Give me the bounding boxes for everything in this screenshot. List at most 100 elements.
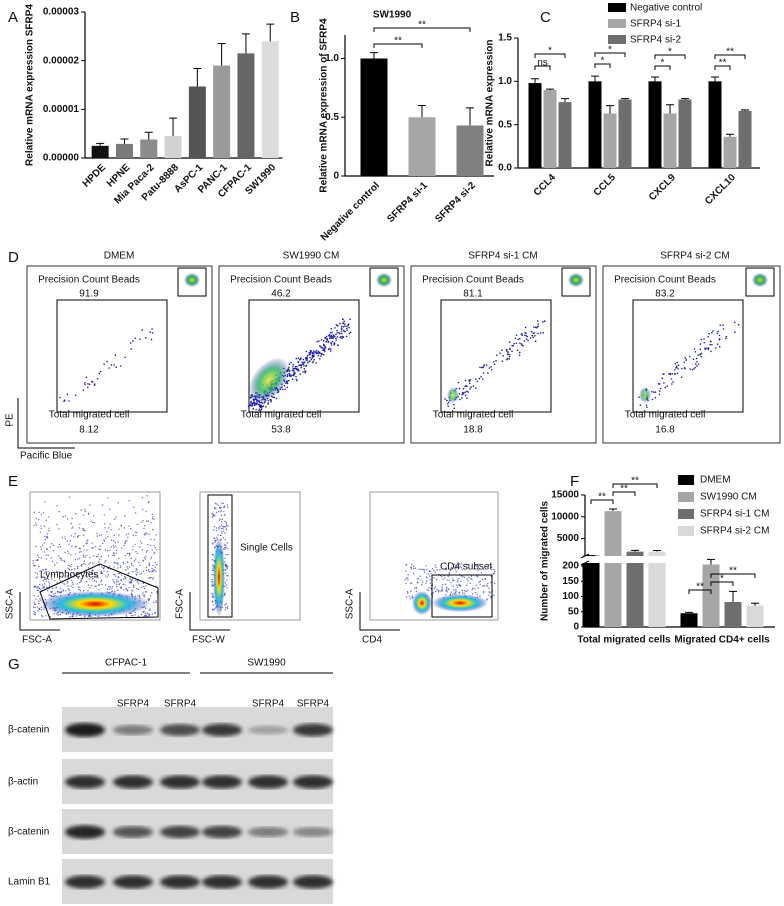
event-dot <box>113 566 115 568</box>
event-dot <box>657 382 660 385</box>
event-dot <box>56 505 58 507</box>
event-dot <box>141 496 144 499</box>
event-dot <box>444 398 446 400</box>
event-dot <box>482 365 485 367</box>
event-dot <box>533 332 536 334</box>
event-dot <box>50 594 52 597</box>
event-dot <box>486 585 489 587</box>
event-dot <box>135 568 137 570</box>
event-dot <box>78 588 80 591</box>
event-dot <box>46 548 48 550</box>
gate-value: 18.8 <box>463 425 483 436</box>
event-dot <box>55 571 58 573</box>
event-dot <box>299 373 302 375</box>
y-tick-label: 50 <box>568 606 580 617</box>
event-dot <box>58 528 60 530</box>
plot-frame <box>602 265 781 444</box>
error-bar <box>96 142 105 146</box>
event-dot <box>224 572 227 574</box>
event-dot <box>76 583 79 585</box>
event-dot <box>293 367 296 370</box>
event-dot <box>150 538 152 541</box>
event-dot <box>466 563 469 566</box>
event-dot <box>486 583 489 585</box>
cell-gate <box>248 299 360 413</box>
event-dot <box>275 397 278 400</box>
event-dot <box>468 576 470 578</box>
event-dot <box>505 350 508 352</box>
event-dot <box>508 341 511 343</box>
event-dot <box>478 563 480 565</box>
event-dot <box>226 567 228 570</box>
event-dot <box>501 360 504 363</box>
event-dot <box>127 536 129 539</box>
x-tick-label: CXCL9 <box>647 172 678 203</box>
event-dot <box>43 578 46 581</box>
gate <box>431 574 493 618</box>
event-dot <box>317 352 319 355</box>
event-dot <box>98 584 101 586</box>
event-dot <box>82 528 84 530</box>
event-dot <box>155 570 157 573</box>
event-dot <box>130 578 132 581</box>
event-dot <box>421 568 424 571</box>
x-tick-label: Total migrated cells <box>577 635 671 646</box>
legend-swatch <box>678 475 694 485</box>
event-dot <box>102 542 104 545</box>
event-dot <box>477 569 479 572</box>
event-dot <box>303 364 305 367</box>
event-dot <box>82 590 85 592</box>
event-dot <box>36 589 38 592</box>
event-dot <box>325 335 328 338</box>
significance-label: ** <box>696 582 704 593</box>
event-dot <box>115 549 118 551</box>
y-tick-label: 1.5 <box>498 33 512 44</box>
error-bar <box>193 67 202 87</box>
event-dot <box>143 595 145 598</box>
gate-label: Total migrated cell <box>433 410 514 421</box>
beads-cluster <box>184 273 200 287</box>
event-dot <box>342 326 345 328</box>
event-dot <box>222 528 224 530</box>
event-dot <box>37 565 40 568</box>
event-dot <box>127 561 129 563</box>
event-dot <box>252 402 255 404</box>
event-dot <box>439 590 441 592</box>
event-dot <box>711 343 713 346</box>
event-dot <box>213 514 215 517</box>
y-axis-label: PE <box>5 413 16 427</box>
event-dot <box>35 524 38 526</box>
event-dot <box>225 606 227 609</box>
event-dot <box>37 559 39 562</box>
event-dot <box>74 546 76 548</box>
event-dot <box>426 589 428 591</box>
event-dot <box>48 527 50 529</box>
band <box>160 875 200 889</box>
event-dot <box>221 502 223 504</box>
event-dot <box>139 564 141 566</box>
event-dot <box>514 337 517 340</box>
event-dot <box>149 577 151 579</box>
event-dot <box>88 563 90 565</box>
event-dot <box>153 551 156 554</box>
y-axis-label: Relative mRNA expression SFRP4 <box>25 4 36 166</box>
band <box>293 723 333 737</box>
event-dot <box>453 592 455 595</box>
event-dot <box>145 585 147 587</box>
error-bar <box>741 109 749 111</box>
event-dot <box>142 560 144 562</box>
event-dot <box>139 540 142 542</box>
event-dot <box>420 579 422 581</box>
event-dot <box>226 504 229 506</box>
error-bar <box>666 104 674 114</box>
event-dot <box>34 606 36 609</box>
bar <box>360 58 388 176</box>
event-dot <box>696 365 698 367</box>
event-dot <box>45 615 47 617</box>
event-dot <box>461 393 463 396</box>
event-dot <box>134 337 137 340</box>
event-dot <box>215 529 218 532</box>
event-dot <box>226 579 228 581</box>
error-bar <box>531 78 539 84</box>
event-dot <box>463 576 466 579</box>
